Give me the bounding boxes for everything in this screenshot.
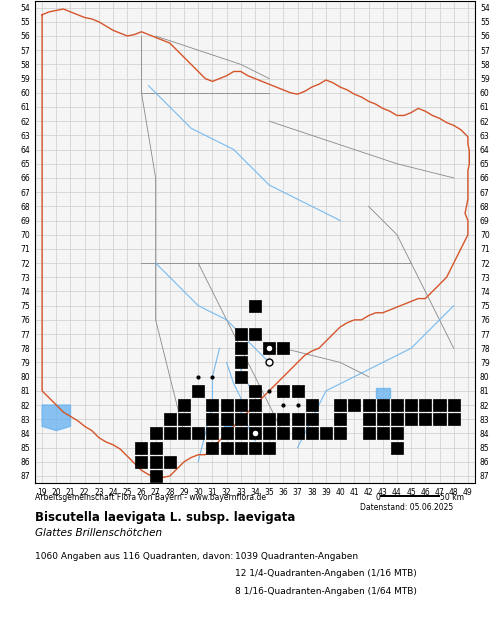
Bar [391, 399, 403, 411]
Bar [235, 328, 247, 340]
Bar [376, 413, 389, 425]
Text: 1039 Quadranten-Angaben: 1039 Quadranten-Angaben [235, 552, 358, 561]
Text: 50 km: 50 km [440, 493, 464, 502]
Bar [249, 299, 261, 312]
Bar [334, 427, 346, 440]
Bar [206, 427, 218, 440]
Bar [306, 427, 318, 440]
Bar [178, 413, 190, 425]
Text: Arbeitsgemeinschaft Flora von Bayern - www.bayernflora.de: Arbeitsgemeinschaft Flora von Bayern - w… [35, 493, 266, 502]
Bar [235, 356, 247, 368]
Bar [362, 413, 374, 425]
Bar [235, 342, 247, 354]
Bar [220, 413, 232, 425]
Bar [320, 427, 332, 440]
Bar [448, 413, 460, 425]
Bar [220, 399, 232, 411]
Bar [278, 413, 289, 425]
Bar [249, 328, 261, 340]
Text: Datenstand: 05.06.2025: Datenstand: 05.06.2025 [360, 503, 453, 513]
Bar [278, 427, 289, 440]
Bar [150, 456, 162, 468]
Bar [405, 399, 417, 411]
Polygon shape [42, 405, 70, 430]
Bar [235, 399, 247, 411]
Text: Biscutella laevigata L. subsp. laevigata: Biscutella laevigata L. subsp. laevigata [35, 512, 295, 525]
Bar [420, 399, 432, 411]
Bar [249, 399, 261, 411]
Bar [334, 399, 346, 411]
Bar [362, 399, 374, 411]
Bar [150, 470, 162, 482]
Bar [391, 441, 403, 454]
Bar [136, 441, 147, 454]
Text: 1060 Angaben aus 116 Quadranten, davon:: 1060 Angaben aus 116 Quadranten, davon: [35, 552, 233, 561]
Bar [278, 342, 289, 354]
Bar [249, 441, 261, 454]
Bar [420, 413, 432, 425]
Bar [263, 427, 275, 440]
Bar [306, 413, 318, 425]
Polygon shape [376, 388, 390, 398]
Bar [206, 441, 218, 454]
Text: 8 1/16-Quadranten-Angaben (1/64 MTB): 8 1/16-Quadranten-Angaben (1/64 MTB) [235, 587, 417, 596]
Bar [178, 427, 190, 440]
Bar [220, 441, 232, 454]
Bar [448, 399, 460, 411]
Bar [249, 413, 261, 425]
Bar [249, 427, 261, 440]
Bar [164, 456, 176, 468]
Bar [376, 399, 389, 411]
Bar [206, 413, 218, 425]
Bar [192, 427, 204, 440]
Bar [150, 441, 162, 454]
Bar [235, 441, 247, 454]
Bar [235, 427, 247, 440]
Bar [334, 413, 346, 425]
Bar [306, 399, 318, 411]
Bar [434, 399, 446, 411]
Bar [178, 399, 190, 411]
Text: 12 1/4-Quadranten-Angaben (1/16 MTB): 12 1/4-Quadranten-Angaben (1/16 MTB) [235, 569, 417, 578]
Bar [206, 399, 218, 411]
Bar [235, 413, 247, 425]
Bar [292, 413, 304, 425]
Text: Glattes Brillenschötchen: Glattes Brillenschötchen [35, 528, 162, 538]
Bar [376, 427, 389, 440]
Bar [235, 371, 247, 383]
Bar [263, 441, 275, 454]
Text: 0: 0 [375, 493, 380, 502]
Bar [292, 427, 304, 440]
Bar [249, 385, 261, 397]
Bar [192, 385, 204, 397]
Bar [278, 385, 289, 397]
Bar [263, 342, 275, 354]
Bar [391, 427, 403, 440]
Bar [150, 427, 162, 440]
Bar [164, 427, 176, 440]
Bar [292, 385, 304, 397]
Polygon shape [224, 417, 231, 430]
Bar [348, 399, 360, 411]
Bar [263, 413, 275, 425]
Bar [362, 427, 374, 440]
Bar [434, 413, 446, 425]
Bar [220, 427, 232, 440]
Bar [164, 413, 176, 425]
Bar [405, 413, 417, 425]
Bar [391, 413, 403, 425]
Bar [136, 456, 147, 468]
